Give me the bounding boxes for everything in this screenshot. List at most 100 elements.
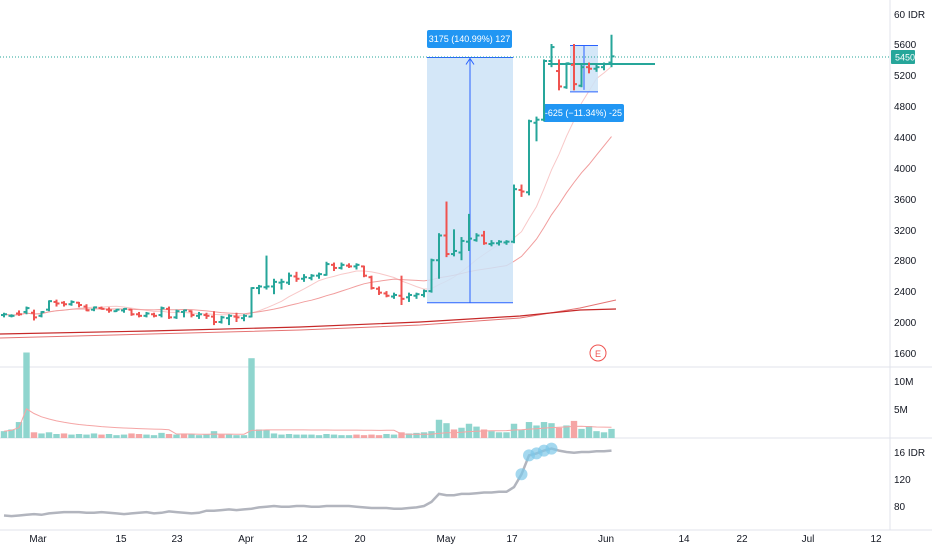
volume-bar (158, 432, 165, 438)
measure-up-label: 3175 (140.99%) 127 (429, 34, 511, 44)
volume-bar (323, 434, 330, 438)
volume-bar (68, 434, 75, 438)
ohlc-bar (218, 315, 225, 324)
ohlc-bar (8, 314, 15, 318)
volume-bar (353, 434, 360, 438)
ohlc-bar (121, 307, 127, 313)
volume-bar (308, 434, 315, 438)
volume-bar (330, 434, 338, 438)
ohlc-bar (466, 213, 472, 251)
ohlc-bar (173, 309, 180, 319)
volume-bar (570, 420, 578, 438)
ohlc-bar (406, 292, 412, 302)
volume-bar (593, 431, 600, 438)
ohlc-bar (503, 240, 510, 245)
ohlc-bar (443, 201, 450, 258)
time-tick-label: 15 (115, 534, 127, 545)
ohlc-bar (248, 287, 255, 318)
ohlc-bar (563, 62, 570, 89)
ohlc-bar (346, 263, 352, 268)
measure-down-label: -625 (−11.34%) -25 (545, 108, 622, 118)
ohlc-bar (593, 64, 600, 72)
last-price-tag: 5450 (891, 50, 915, 64)
price-tick-label: 2000 (894, 318, 917, 329)
volume-bar (105, 434, 113, 438)
time-tick-label: 20 (354, 534, 366, 545)
moving-average-medium (3, 136, 612, 316)
volume-bar (98, 434, 105, 438)
ohlc-bar (323, 261, 330, 276)
indicator-highlight-point (515, 468, 528, 481)
price-range-measure-up[interactable]: 3175 (140.99%) 127 (427, 30, 513, 304)
volume-tick-label: 5M (894, 405, 908, 416)
ohlc-bar (398, 275, 405, 306)
ohlc-bar (226, 314, 232, 326)
earnings-marker[interactable]: E (589, 344, 607, 362)
volume-bar (413, 432, 420, 438)
ohlc-bar (571, 44, 577, 91)
earnings-marker-circle[interactable] (589, 344, 607, 362)
ohlc-bar (496, 240, 502, 246)
volume-bar (600, 432, 608, 438)
volume-bar (555, 427, 563, 438)
time-tick-label: 14 (678, 534, 690, 545)
price-tick-label: 5200 (894, 71, 917, 82)
price-axis[interactable]: 60 IDR 5600 5200 4800 4400 4000 3600 3200 2800 24… (894, 10, 925, 360)
ohlc-bar (46, 300, 52, 312)
ohlc-bar (31, 309, 37, 321)
volume-bar (113, 435, 120, 438)
ohlc-bar (586, 62, 592, 74)
ohlc-bar (278, 278, 285, 290)
ohlc-bar (601, 62, 607, 71)
volume-bar (443, 423, 450, 438)
volume-bar (278, 434, 285, 438)
volume-bar (0, 431, 8, 438)
volume-bar (398, 432, 405, 438)
volume-bar (405, 433, 413, 438)
ohlc-bar (338, 262, 345, 270)
volume-axis[interactable]: 10M 5M (894, 377, 913, 416)
ohlc-bar (16, 310, 22, 316)
ohlc-bar (368, 275, 375, 290)
time-tick-label: Mar (29, 534, 47, 545)
ohlc-bar (68, 300, 75, 306)
measure-up-arrow-head (465, 57, 475, 65)
volume-bar (390, 434, 398, 438)
indicator-tick-label: 120 (894, 475, 911, 486)
time-tick-label: May (437, 534, 456, 545)
volume-bars (0, 352, 615, 438)
time-axis[interactable]: Mar 15 23 Apr 12 20 May 17 Jun 14 22 Jul 12 (29, 534, 882, 545)
volume-bar (563, 425, 570, 438)
ohlc-bar (451, 229, 457, 257)
ohlc-bar (106, 307, 112, 313)
ohlc-bar (271, 278, 277, 295)
volume-bar (218, 434, 225, 438)
ohlc-bar (158, 306, 165, 318)
ohlc-bars (1, 34, 615, 326)
indicator-tick-label: 80 (894, 502, 906, 513)
price-tick-label: 3600 (894, 195, 917, 206)
volume-bar (120, 434, 128, 438)
indicator-line-pane (3, 442, 612, 518)
ohlc-bar (23, 306, 30, 315)
last-price-tag-text: 5450 (895, 53, 915, 63)
ohlc-bar (556, 59, 562, 91)
ohlc-bar (608, 34, 615, 68)
volume-bar (180, 433, 188, 438)
ohlc-bar (353, 263, 360, 270)
volume-bar (488, 431, 495, 438)
volume-bar (233, 435, 240, 438)
volume-bar (165, 434, 173, 438)
volume-bar (495, 432, 503, 438)
time-tick-label: Apr (238, 534, 254, 545)
volume-bar (510, 423, 518, 438)
volume-bar (270, 433, 278, 438)
volume-bar (300, 434, 308, 438)
indicator-axis[interactable]: 16 IDR 120 80 (894, 448, 925, 513)
ohlc-bar (548, 44, 555, 68)
price-tick-label: 2800 (894, 256, 917, 267)
ohlc-bar (541, 59, 547, 122)
time-tick-label: 22 (736, 534, 748, 545)
volume-bar (345, 435, 353, 438)
